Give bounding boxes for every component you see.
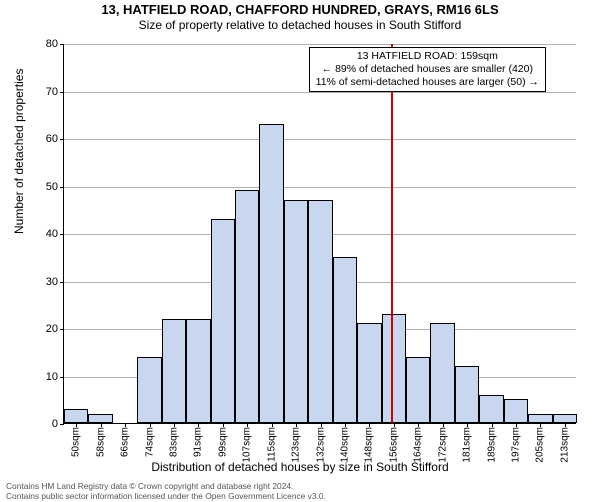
bar	[406, 357, 430, 424]
bar	[333, 257, 357, 423]
ytick-mark	[60, 424, 64, 425]
xtick-label: 197sqm	[510, 427, 521, 463]
ytick-label: 40	[46, 228, 58, 240]
bar	[64, 409, 88, 423]
footer: Contains HM Land Registry data © Crown c…	[6, 481, 326, 501]
ytick-label: 50	[46, 181, 58, 193]
xtick-label: 99sqm	[217, 427, 228, 457]
page-subtitle: Size of property relative to detached ho…	[0, 18, 600, 32]
bar	[553, 414, 577, 424]
bar	[259, 124, 283, 423]
chart-area: 0102030405060708050sqm58sqm66sqm74sqm83s…	[63, 44, 576, 424]
annotation-line1: 13 HATFIELD ROAD: 159sqm	[316, 50, 539, 63]
xtick-label: 181sqm	[462, 427, 473, 463]
xtick-label: 140sqm	[339, 427, 350, 463]
xtick-label: 132sqm	[315, 427, 326, 463]
bar	[479, 395, 503, 424]
footer-line1: Contains HM Land Registry data © Crown c…	[6, 481, 326, 491]
ytick-mark	[60, 329, 64, 330]
xtick-label: 83sqm	[168, 427, 179, 457]
xtick-label: 74sqm	[144, 427, 155, 457]
xtick-label: 58sqm	[95, 427, 106, 457]
xtick-label: 115sqm	[266, 427, 277, 462]
ytick-mark	[60, 377, 64, 378]
ytick-label: 80	[46, 38, 58, 50]
bar	[137, 357, 161, 424]
ytick-label: 70	[46, 86, 58, 98]
bar	[504, 399, 528, 423]
xtick-label: 91sqm	[193, 427, 204, 457]
x-axis-label: Distribution of detached houses by size …	[0, 460, 600, 474]
ytick-label: 10	[46, 371, 58, 383]
footer-line2: Contains public sector information licen…	[6, 491, 326, 501]
bar	[528, 414, 552, 424]
bar	[186, 319, 210, 424]
bar	[382, 314, 406, 423]
bar	[284, 200, 308, 423]
xtick-label: 172sqm	[437, 427, 448, 463]
gridline	[64, 44, 576, 45]
bar	[88, 414, 112, 424]
bar	[211, 219, 235, 423]
xtick-label: 213sqm	[559, 427, 570, 463]
bar	[308, 200, 332, 423]
ytick-label: 60	[46, 133, 58, 145]
xtick-label: 123sqm	[291, 427, 302, 463]
annotation-line3: 11% of semi-detached houses are larger (…	[316, 76, 539, 89]
xtick-label: 148sqm	[364, 427, 375, 463]
bar	[357, 323, 381, 423]
xtick-label: 66sqm	[120, 427, 131, 457]
ytick-label: 30	[46, 276, 58, 288]
gridline	[64, 187, 576, 188]
bar	[235, 190, 259, 423]
xtick-label: 50sqm	[71, 427, 82, 457]
ytick-mark	[60, 234, 64, 235]
ytick-mark	[60, 282, 64, 283]
annotation-box: 13 HATFIELD ROAD: 159sqm ← 89% of detach…	[309, 47, 546, 92]
xtick-label: 205sqm	[535, 427, 546, 463]
bar	[430, 323, 454, 423]
xtick-label: 156sqm	[388, 427, 399, 463]
ytick-label: 20	[46, 323, 58, 335]
bar	[162, 319, 186, 424]
ytick-mark	[60, 92, 64, 93]
y-axis-label: Number of detached properties	[12, 69, 26, 234]
ytick-mark	[60, 139, 64, 140]
ytick-mark	[60, 187, 64, 188]
page-title: 13, HATFIELD ROAD, CHAFFORD HUNDRED, GRA…	[0, 2, 600, 17]
marker-line	[391, 44, 393, 423]
ytick-label: 0	[52, 418, 58, 430]
xtick-label: 189sqm	[486, 427, 497, 463]
ytick-mark	[60, 44, 64, 45]
annotation-line2: ← 89% of detached houses are smaller (42…	[316, 63, 539, 76]
gridline	[64, 139, 576, 140]
xtick-label: 164sqm	[413, 427, 424, 463]
bar	[455, 366, 479, 423]
xtick-label: 107sqm	[242, 427, 253, 463]
